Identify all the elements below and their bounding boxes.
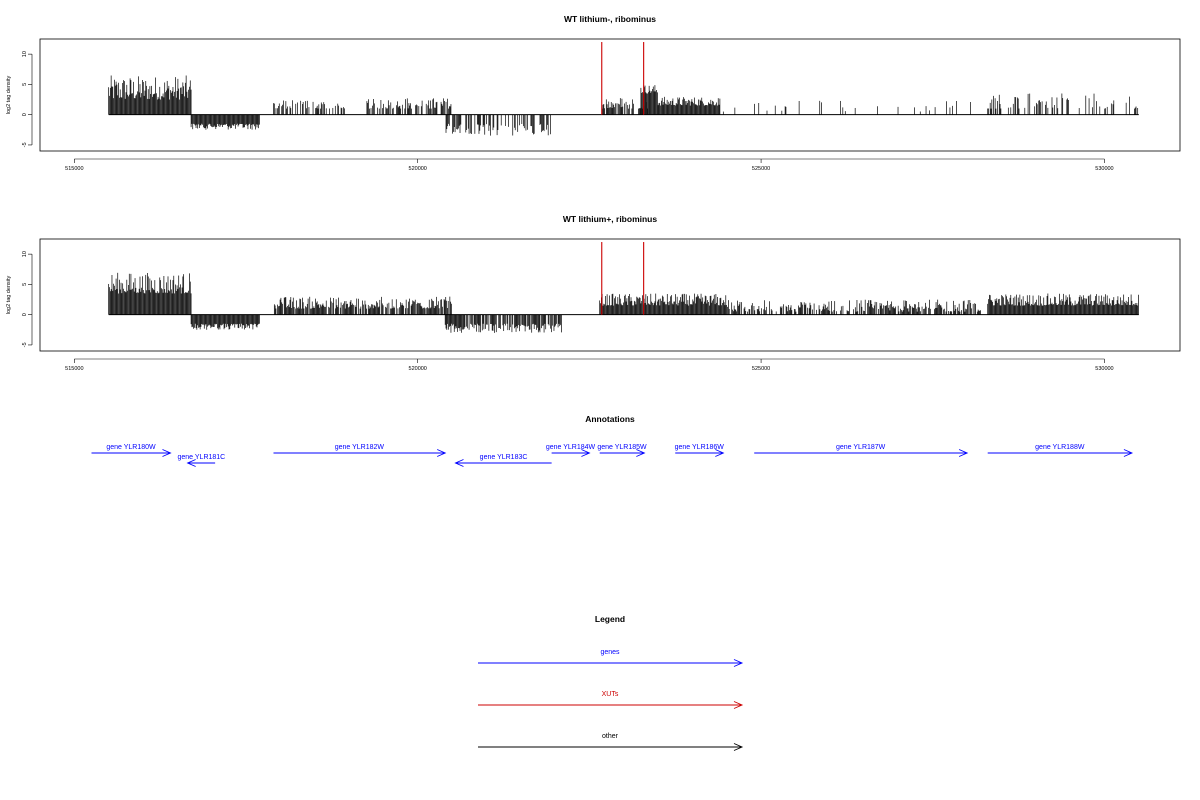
arrow-head bbox=[1123, 449, 1134, 457]
arrow-head bbox=[437, 449, 447, 457]
track-panel-lithium-plus: WT lithium+, ribominus log2 tag density … bbox=[6, 214, 1181, 372]
gene-annotation: gene YLR182W bbox=[273, 444, 447, 457]
plot-frame bbox=[39, 238, 1181, 352]
y-tick-label: -5 bbox=[22, 143, 28, 148]
x-tick-label: 530000 bbox=[1095, 366, 1113, 372]
y-axis-label: log2 tag density bbox=[6, 75, 12, 114]
gene-label: gene YLR180W bbox=[106, 444, 156, 451]
panel-title: WT lithium+, ribominus bbox=[563, 214, 657, 224]
gene-label: gene YLR185W bbox=[597, 444, 647, 451]
y-axis-label: log2 tag density bbox=[6, 275, 12, 314]
y-tick-label: 10 bbox=[22, 251, 28, 257]
arrow-head bbox=[581, 449, 591, 457]
gene-label: gene YLR182W bbox=[335, 444, 385, 451]
x-tick-label: 515000 bbox=[65, 366, 83, 372]
legend-title: Legend bbox=[595, 614, 625, 624]
x-tick-label: 520000 bbox=[409, 166, 427, 172]
gene-label: gene YLR187W bbox=[836, 444, 886, 451]
legend-item: other bbox=[478, 733, 744, 751]
y-tick-label: 0 bbox=[22, 313, 28, 316]
gene-annotation: gene YLR184W bbox=[546, 444, 596, 457]
annotations-panel: Annotations gene YLR180W gene YLR181C gene… bbox=[91, 414, 1134, 467]
gene-annotation: gene YLR185W bbox=[597, 444, 647, 457]
y-tick-label: 10 bbox=[22, 51, 28, 57]
x-tick-label: 525000 bbox=[752, 166, 770, 172]
legend-item: XUTs bbox=[478, 691, 744, 709]
legend-label: genes bbox=[600, 649, 620, 656]
x-tick-label: 520000 bbox=[409, 366, 427, 372]
legend-label: XUTs bbox=[602, 691, 619, 698]
axes: -5 0 5 10 515000 520000 525000 530000 bbox=[22, 251, 1114, 372]
y-tick-label: 0 bbox=[22, 113, 28, 116]
gene-annotation: gene YLR187W bbox=[754, 444, 969, 457]
gene-label: gene YLR183C bbox=[480, 454, 528, 461]
legend-item: genes bbox=[478, 649, 744, 667]
y-tick-label: -5 bbox=[22, 343, 28, 348]
density-bars bbox=[108, 42, 1139, 136]
arrow-head bbox=[454, 459, 464, 467]
axes: -5 0 5 10 515000 520000 525000 530000 bbox=[22, 51, 1114, 172]
legend-panel: Legend genes XUTs other bbox=[478, 614, 744, 751]
track-panel-lithium-minus: WT lithium-, ribominus log2 tag density … bbox=[6, 14, 1181, 172]
y-tick-label: 5 bbox=[22, 83, 28, 86]
gene-label: gene YLR184W bbox=[546, 444, 596, 451]
gene-label: gene YLR186W bbox=[675, 444, 725, 451]
arrow-head bbox=[162, 449, 172, 457]
arrow-head bbox=[636, 449, 646, 457]
x-tick-label: 530000 bbox=[1095, 166, 1113, 172]
arrow-head bbox=[733, 659, 744, 667]
arrow-head bbox=[733, 743, 744, 751]
gene-annotation: gene YLR181C bbox=[178, 454, 226, 467]
gene-annotation: gene YLR183C bbox=[454, 454, 552, 467]
gene-label: gene YLR181C bbox=[178, 454, 226, 461]
plot-frame bbox=[39, 38, 1181, 152]
gene-annotation: gene YLR186W bbox=[675, 444, 725, 457]
y-tick-label: 5 bbox=[22, 283, 28, 286]
x-tick-label: 515000 bbox=[65, 166, 83, 172]
gene-label: gene YLR188W bbox=[1035, 444, 1085, 451]
arrow-head bbox=[958, 449, 969, 457]
gene-annotation: gene YLR188W bbox=[987, 444, 1134, 457]
legend-label: other bbox=[602, 733, 619, 740]
arrow-head bbox=[186, 459, 196, 467]
arrow-head bbox=[715, 449, 725, 457]
x-tick-label: 525000 bbox=[752, 366, 770, 372]
panel-title: WT lithium-, ribominus bbox=[564, 14, 656, 24]
gene-annotation: gene YLR180W bbox=[91, 444, 172, 457]
density-bars bbox=[108, 242, 1139, 333]
annotations-title: Annotations bbox=[585, 414, 635, 424]
arrow-head bbox=[733, 701, 744, 709]
